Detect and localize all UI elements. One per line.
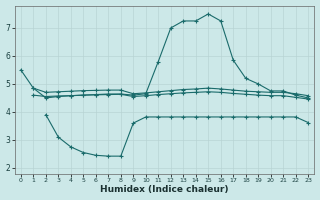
X-axis label: Humidex (Indice chaleur): Humidex (Indice chaleur) [100, 185, 229, 194]
